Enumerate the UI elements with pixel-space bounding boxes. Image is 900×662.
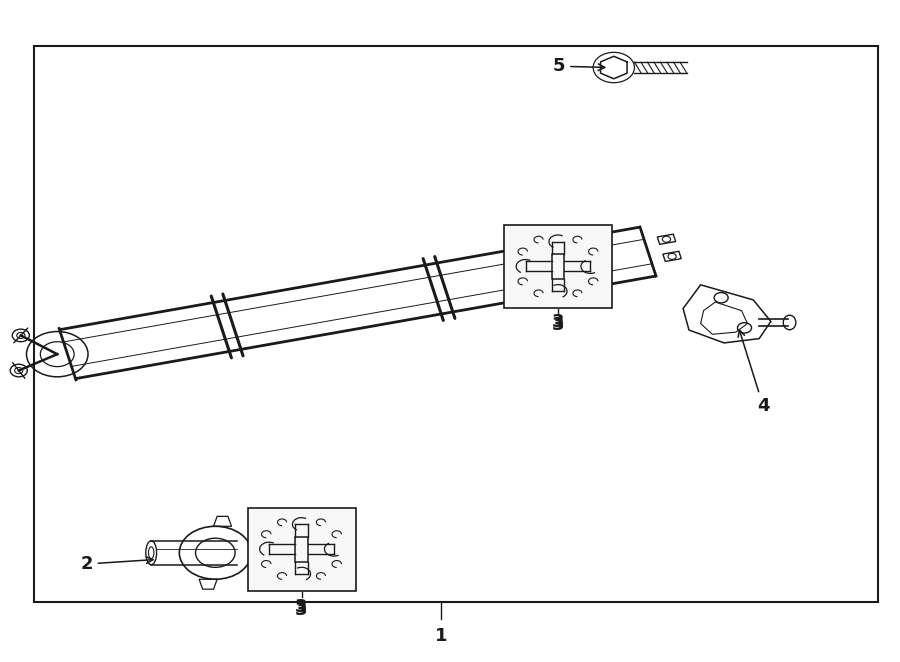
Text: 1: 1 [435,626,447,645]
Text: 3: 3 [295,601,308,619]
Bar [552,254,564,279]
Bar [34,46,878,602]
Text: 4: 4 [738,330,770,415]
Text: 5: 5 [553,57,605,75]
Text: 2: 2 [80,555,153,573]
Text: 3: 3 [295,598,308,616]
Bar [248,508,356,591]
Bar [504,225,612,308]
Text: 3: 3 [552,316,564,334]
Text: 3: 3 [552,313,564,331]
Bar [295,537,308,561]
